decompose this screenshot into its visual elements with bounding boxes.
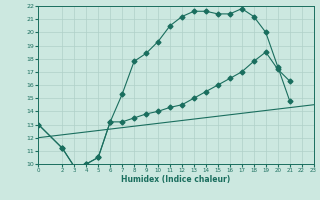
X-axis label: Humidex (Indice chaleur): Humidex (Indice chaleur)	[121, 175, 231, 184]
